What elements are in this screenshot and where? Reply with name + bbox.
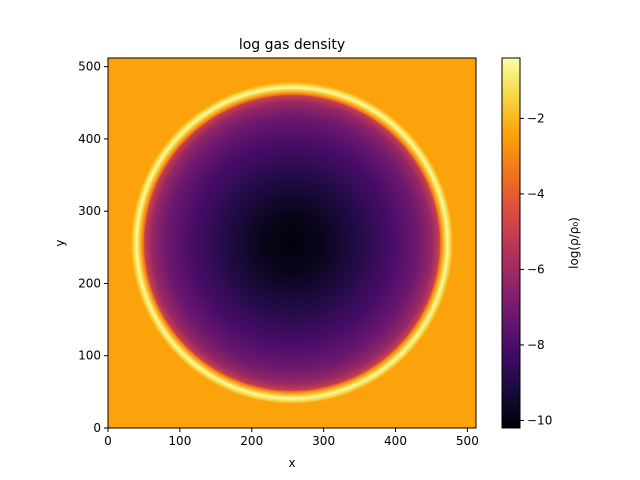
colorbar-tick-label: −4: [527, 187, 545, 201]
y-tick-label: 500: [78, 60, 101, 74]
colorbar-tick-label: −8: [527, 338, 545, 352]
x-tick-label: 300: [312, 434, 335, 448]
x-tick-label: 0: [104, 434, 112, 448]
plot-area: [108, 58, 476, 428]
y-tick-label: 300: [78, 204, 101, 218]
density-field: [108, 58, 476, 428]
colorbar: [501, 57, 521, 429]
y-tick-label: 400: [78, 132, 101, 146]
y-tick-label: 200: [78, 276, 101, 290]
x-tick-label: 500: [456, 434, 479, 448]
y-axis: 0 100 200 300 400 500: [78, 60, 108, 435]
colorbar-tick-label: −10: [527, 413, 552, 427]
plot-frame: [107, 57, 477, 429]
y-tick-label: 0: [93, 421, 101, 435]
colorbar-ticks: −10 −8 −6 −4 −2: [520, 111, 552, 427]
x-axis-label: x: [288, 456, 295, 470]
y-tick-label: 100: [78, 349, 101, 363]
chart-title: log gas density: [239, 37, 345, 53]
x-tick-label: 400: [384, 434, 407, 448]
colorbar-tick-label: −6: [527, 262, 545, 276]
colorbar-tick-label: −2: [527, 111, 545, 125]
y-axis-label: y: [53, 239, 67, 246]
x-axis: 0 100 200 300 400 500: [104, 428, 479, 448]
x-tick-label: 100: [168, 434, 191, 448]
x-tick-label: 200: [240, 434, 263, 448]
colorbar-label: log(ρ/ρ₀): [567, 217, 581, 269]
